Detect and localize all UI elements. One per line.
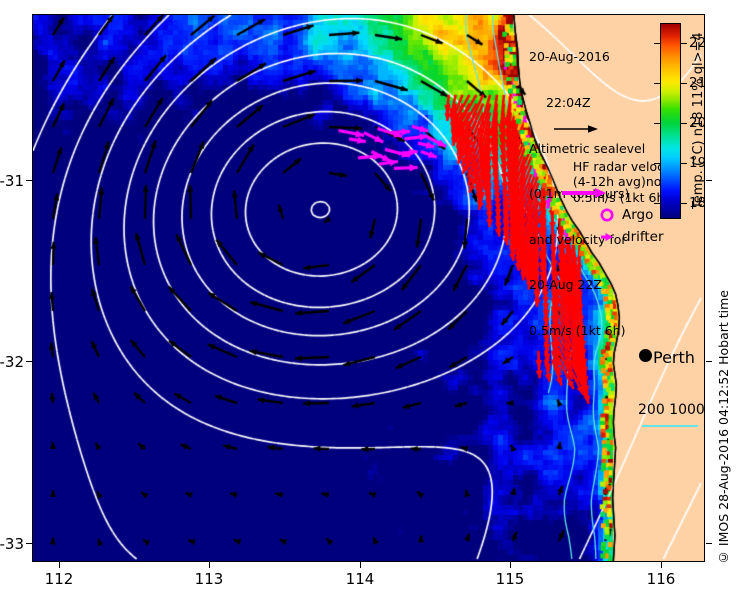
colorbar-tick xyxy=(654,203,660,204)
map-plot-area: Perth 200 1000m 20-Aug-2016 22:04Z Altim… xyxy=(32,14,705,562)
x-axis-tick xyxy=(360,562,361,568)
colorbar-tick xyxy=(681,123,687,124)
bathymetry-scale-label: 200 1000m xyxy=(638,402,705,418)
argo-icon xyxy=(600,208,614,222)
colorbar-tick xyxy=(654,83,660,84)
legend-label-argo: Argo xyxy=(622,207,654,223)
colorbar-tick xyxy=(681,203,687,204)
annotation-line6: 20-Aug 22Z xyxy=(529,277,602,293)
x-axis-label-112: 112 xyxy=(44,570,74,588)
annotation-block: 20-Aug-2016 22:04Z Altimetric sealevel (… xyxy=(529,19,679,369)
x-axis-tick xyxy=(510,562,511,568)
temperature-colorbar: 22 21 20 19 18 xyxy=(654,23,704,219)
colorbar-tick xyxy=(681,163,687,164)
y-axis-tick xyxy=(706,361,712,362)
colorbar-label-22: 22 xyxy=(689,35,705,51)
hf-radar-reference-arrow xyxy=(562,188,606,198)
y-axis-tick xyxy=(706,543,712,544)
colorbar-label-18: 18 xyxy=(689,195,705,211)
annotation-line5: and velocity for xyxy=(529,231,627,247)
annotation-date: 20-Aug-2016 xyxy=(529,49,610,65)
sst-velocity-map xyxy=(33,15,704,561)
annotation-line7: 0.5m/s (1kt 6h) xyxy=(529,323,626,339)
x-axis-label-113: 113 xyxy=(194,570,224,588)
colorbar-label-20: 20 xyxy=(689,115,705,131)
colorbar-label-21: 21 xyxy=(689,75,705,91)
x-axis-tick xyxy=(209,562,210,568)
colorbar-tick xyxy=(654,43,660,44)
marker-legend: Argo drifter xyxy=(599,204,664,248)
x-axis-label-115: 115 xyxy=(495,570,525,588)
bathymetry-scale-line xyxy=(642,425,698,427)
x-axis-tick xyxy=(661,562,662,568)
drifter-icon xyxy=(601,233,613,241)
perth-label: Perth xyxy=(653,348,695,367)
colorbar-tick xyxy=(681,83,687,84)
colorbar-tick xyxy=(654,163,660,164)
y-axis-tick xyxy=(26,180,32,181)
legend-row-argo: Argo xyxy=(599,204,664,226)
x-axis-label-116: 116 xyxy=(646,570,676,588)
colorbar-gradient xyxy=(660,23,681,219)
y-axis-label-32: -32 xyxy=(0,353,24,371)
y-axis-label-33: -33 xyxy=(0,535,24,553)
perth-city-marker xyxy=(639,349,652,362)
x-axis-tick xyxy=(59,562,60,568)
y-axis-tick xyxy=(26,361,32,362)
y-axis-label-31: -31 xyxy=(0,172,24,190)
y-axis-tick xyxy=(26,543,32,544)
x-axis-label-114: 114 xyxy=(345,570,375,588)
colorbar-title: Temp. (°C) n18 11% ql>=4 xyxy=(691,32,705,210)
legend-row-drifter: drifter xyxy=(599,226,664,248)
colorbar-tick xyxy=(681,43,687,44)
colorbar-label-19: 19 xyxy=(689,155,705,171)
annotation-line3: Altimetric sealevel xyxy=(529,140,646,156)
copyright-text: © IMOS 28-Aug-2016 04:12:52 Hobart time xyxy=(716,290,731,566)
altimetric-reference-arrow xyxy=(554,125,598,133)
legend-label-drifter: drifter xyxy=(622,229,664,245)
colorbar-tick xyxy=(654,123,660,124)
annotation-time: 22:04Z xyxy=(546,95,591,111)
y-axis-tick xyxy=(706,180,712,181)
